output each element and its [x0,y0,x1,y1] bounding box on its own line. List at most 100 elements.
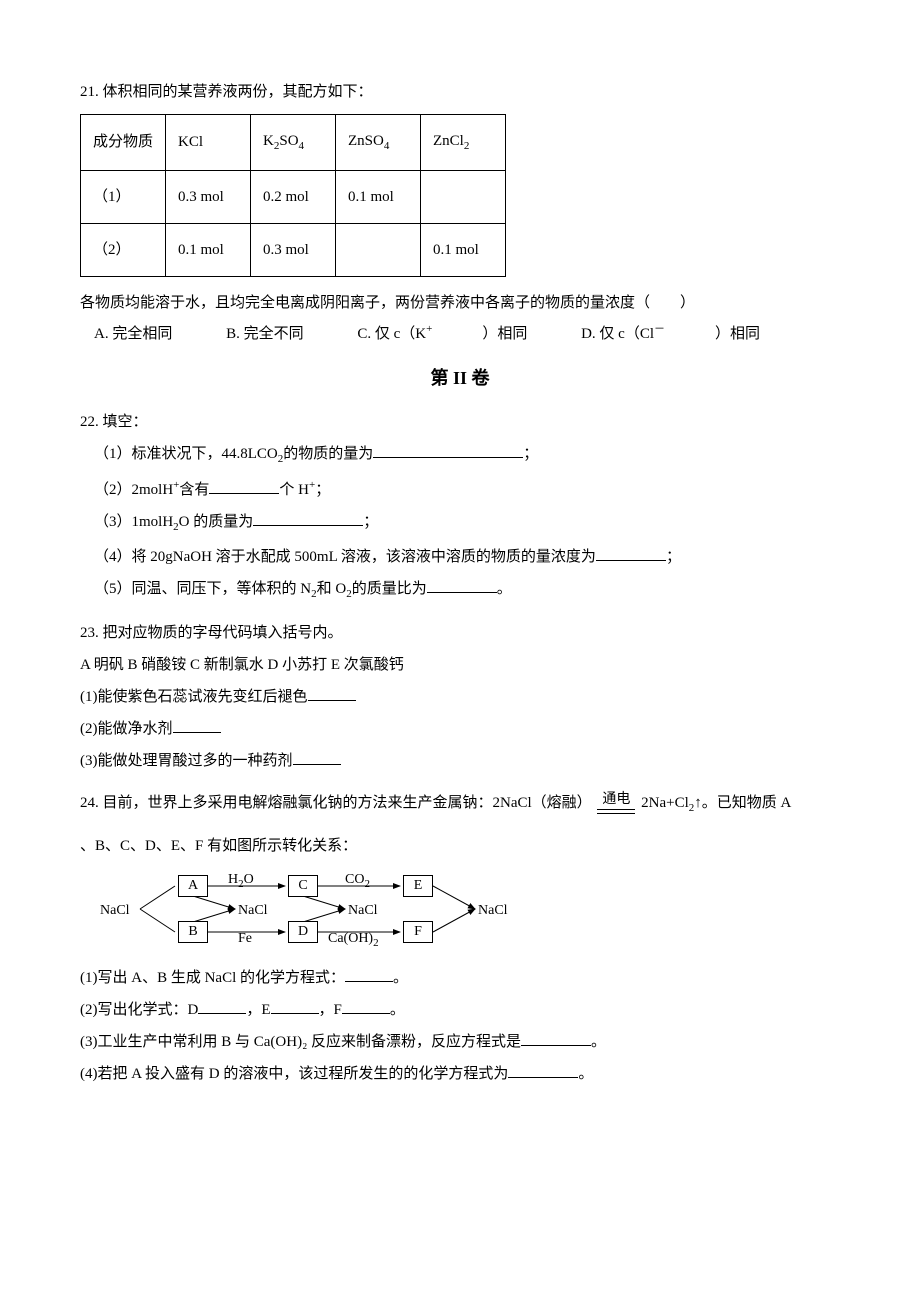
blank [271,999,319,1014]
q21-table: 成分物质 KCl K2SO4 ZnSO4 ZnCl2 （1） 0.3 mol 0… [80,114,506,277]
q24-number: 24. [80,795,99,811]
blank [508,1063,578,1078]
blank [596,546,666,561]
q24-line-4: (4)若把 A 投入盛有 D 的溶液中，该过程所发生的的化学方程式为 。 [80,1062,840,1086]
cell-text: 0.1 mol [178,242,224,258]
cell-text: 0.1 mol [433,242,479,258]
cell-text: （2） [93,242,131,258]
flow-edge-ce: CO2 [345,869,370,893]
q22-line-1: （1）标准状况下，44.8LCO2的物质的量为； [94,442,840,469]
table-cell: KCl [166,115,251,171]
q24-line-2: (2)写出化学式：D ，E ，F 。 [80,998,840,1022]
text: （4）将 20gNaOH 溶于水配成 500mL 溶液，该溶液中溶质的物质的量浓… [94,549,596,565]
text: (4)若把 A 投入盛有 D 的溶液中，该过程所发生的的化学方程式为 [80,1066,508,1082]
text: 。 [390,1002,405,1018]
text: ，F [319,1002,342,1018]
q24-flow-diagram: NaCl A B C D E F H2O CO2 Fe Ca(OH)2 NaCl… [100,866,530,952]
q21-choices: A. 完全相同 B. 完全不同 C. 仅 c（K+）相同 D. 仅 c（Cl－）… [94,321,840,346]
blank [293,750,341,765]
q24-line-3: (3)工业生产中常利用 B 与 Ca(OH)₂ 反应来制备漂粉，反应方程式是 。 [80,1030,840,1054]
blank [521,1031,591,1046]
text: 。 [591,1034,606,1050]
question-21: 21. 体积相同的某营养液两份，其配方如下： 成分物质 KCl K2SO4 Zn… [80,80,840,346]
flow-node-a: A [178,875,208,897]
q23-line-3: (3)能做处理胃酸过多的一种药剂 [80,749,840,773]
table-cell: ZnCl2 [421,115,506,171]
q23-stem: 把对应物质的字母代码填入括号内。 [103,625,343,641]
section-2-title: 第 II 卷 [80,364,840,393]
blank [427,578,497,593]
table-row: （2） 0.1 mol 0.3 mol 0.1 mol [81,223,506,276]
table-cell [336,223,421,276]
q22-line-4: （4）将 20gNaOH 溶于水配成 500mL 溶液，该溶液中溶质的物质的量浓… [94,545,840,569]
q23-line-2: (2)能做净水剂 [80,717,840,741]
q24-stem-2: 、B、C、D、E、F 有如图所示转化关系： [80,834,840,858]
q23-number: 23. [80,625,99,641]
cell-text: 0.3 mol [178,189,224,205]
text: (2)写出化学式：D [80,1002,198,1018]
q21-tail: 各物质均能溶于水，且均完全电离成阴阳离子，两份营养液中各离子的物质的量浓度（ ） [80,291,840,315]
table-row: （1） 0.3 mol 0.2 mol 0.1 mol [81,170,506,223]
text: (2)能做净水剂 [80,721,173,737]
flow-mid-1: NaCl [238,900,268,922]
choice-b: B. 完全不同 [226,322,304,346]
table-cell [421,170,506,223]
text: 含有 [179,482,209,498]
text: ； [523,446,538,462]
blank [342,999,390,1014]
question-22: 22. 填空： （1）标准状况下，44.8LCO2的物质的量为； （2）2mol… [80,410,840,603]
text: ； [666,549,681,565]
table-cell: 0.3 mol [166,170,251,223]
text: （5）同温、同压下，等体积的 N [94,581,311,597]
text: (1)能使紫色石蕊试液先变红后褪色 [80,689,308,705]
text: ，E [246,1002,270,1018]
text: 。 [497,581,512,597]
flow-node-b: B [178,921,208,943]
q22-line-2: （2）2molH+含有个 H+； [94,477,840,502]
blank [173,718,221,733]
text: 个 H [279,482,309,498]
cell-text: KCl [178,134,203,150]
blank [198,999,246,1014]
q23-options: A 明矾 B 硝酸铵 C 新制氯水 D 小苏打 E 次氯酸钙 [80,653,840,677]
cell-text: 成分物质 [93,134,153,150]
blank [209,479,279,494]
flow-node-e: E [403,875,433,897]
table-cell: K2SO4 [251,115,336,171]
table-cell: 0.2 mol [251,170,336,223]
choice-d: D. 仅 c（Cl－）相同 [581,321,760,346]
flow-node-f: F [403,921,433,943]
q23-line-1: (1)能使紫色石蕊试液先变红后褪色 [80,685,840,709]
table-cell: ZnSO4 [336,115,421,171]
text: 和 O [317,581,347,597]
q24-stem-c: ↑。已知物质 A [694,795,791,811]
table-cell: 0.1 mol [166,223,251,276]
table-cell: （2） [81,223,166,276]
blank [308,686,356,701]
flow-node-c: C [288,875,318,897]
cell-text: 0.1 mol [348,189,394,205]
table-cell: （1） [81,170,166,223]
choice-c: C. 仅 c（K+）相同 [357,321,527,346]
text: （3）1molH [94,514,173,530]
table-cell: 成分物质 [81,115,166,171]
table-row: 成分物质 KCl K2SO4 ZnSO4 ZnCl2 [81,115,506,171]
text: 的物质的量为 [283,446,373,462]
blank [373,443,523,458]
q22-stem: 填空： [103,414,148,430]
cell-text: （1） [93,189,131,205]
flow-right-label: NaCl [478,900,508,922]
text: (3)工业生产中常利用 B 与 Ca(OH)₂ 反应来制备漂粉，反应方程式是 [80,1034,521,1050]
q22-line-3: （3）1molH2O 的质量为； [94,510,840,537]
flow-mid-2: NaCl [348,900,378,922]
text: O 的质量为 [179,514,254,530]
q21-stem: 体积相同的某营养液两份，其配方如下： [103,84,373,100]
text: ； [363,514,378,530]
blank [253,511,363,526]
blank [345,967,393,982]
text: 。 [393,970,408,986]
cell-text: 0.3 mol [263,242,309,258]
flow-edge-df: Ca(OH)2 [328,928,379,952]
flow-edge-ac: H2O [228,869,254,893]
text: 。 [578,1066,593,1082]
